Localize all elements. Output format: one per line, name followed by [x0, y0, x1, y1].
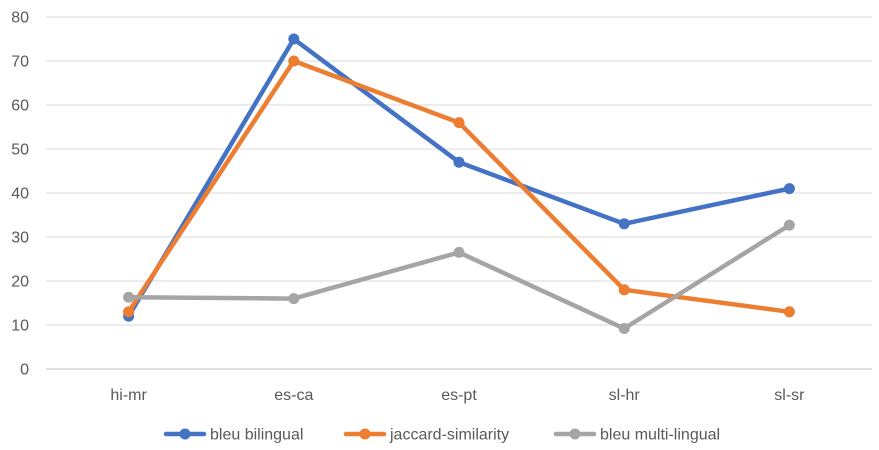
- data-point: [783, 306, 795, 318]
- gridlines: [46, 16, 872, 370]
- data-point: [618, 284, 630, 296]
- data-point: [783, 219, 795, 231]
- data-point: [453, 246, 465, 258]
- data-point: [453, 156, 465, 168]
- x-tick-label: hi-mr: [110, 387, 147, 404]
- data-point: [618, 323, 630, 335]
- data-point: [288, 293, 300, 305]
- data-point: [618, 218, 630, 230]
- legend-item: bleu multi-lingual: [553, 427, 720, 444]
- series-line: [126, 222, 792, 331]
- y-tick-label: 60: [11, 98, 29, 115]
- legend-item: jaccard-similarity: [343, 427, 509, 444]
- y-axis-ticks: 0 10 20 30 40 50 60 70 80: [11, 10, 29, 379]
- legend-swatch-marker: [179, 428, 191, 440]
- x-tick-label: es-ca: [274, 387, 313, 404]
- legend-label: bleu bilingual: [210, 427, 303, 444]
- series-line: [126, 58, 792, 315]
- series-line: [126, 36, 792, 319]
- legend: bleu bilingual jaccard-similarity bleu mul…: [163, 427, 720, 444]
- data-point: [288, 33, 300, 45]
- y-tick-label: 80: [11, 10, 29, 27]
- x-tick-label: es-pt: [441, 387, 477, 404]
- series-jaccard-similarity: [123, 55, 795, 318]
- data-point: [123, 291, 135, 303]
- legend-label: jaccard-similarity: [389, 427, 509, 444]
- data-point: [288, 55, 300, 67]
- x-axis-ticks: hi-mr es-ca es-pt sl-hr sl-sr: [110, 387, 805, 404]
- legend-swatch-marker: [359, 428, 371, 440]
- y-tick-label: 20: [11, 274, 29, 291]
- data-point: [453, 117, 465, 129]
- series-lines: [123, 33, 795, 335]
- legend-label: bleu multi-lingual: [600, 427, 720, 444]
- legend-swatch-marker: [569, 428, 581, 440]
- series-bleu-bilingual: [123, 33, 795, 322]
- data-point: [783, 183, 795, 195]
- data-point: [123, 306, 135, 318]
- x-tick-label: sl-sr: [774, 387, 805, 404]
- series-bleu-multi-lingual: [123, 219, 795, 335]
- x-tick-label: sl-hr: [609, 387, 641, 404]
- y-tick-label: 70: [11, 54, 29, 71]
- y-tick-label: 10: [11, 318, 29, 335]
- y-tick-label: 30: [11, 230, 29, 247]
- legend-item: bleu bilingual: [163, 427, 303, 444]
- y-tick-label: 40: [11, 186, 29, 203]
- y-tick-label: 50: [11, 142, 29, 159]
- y-tick-label: 0: [20, 362, 29, 379]
